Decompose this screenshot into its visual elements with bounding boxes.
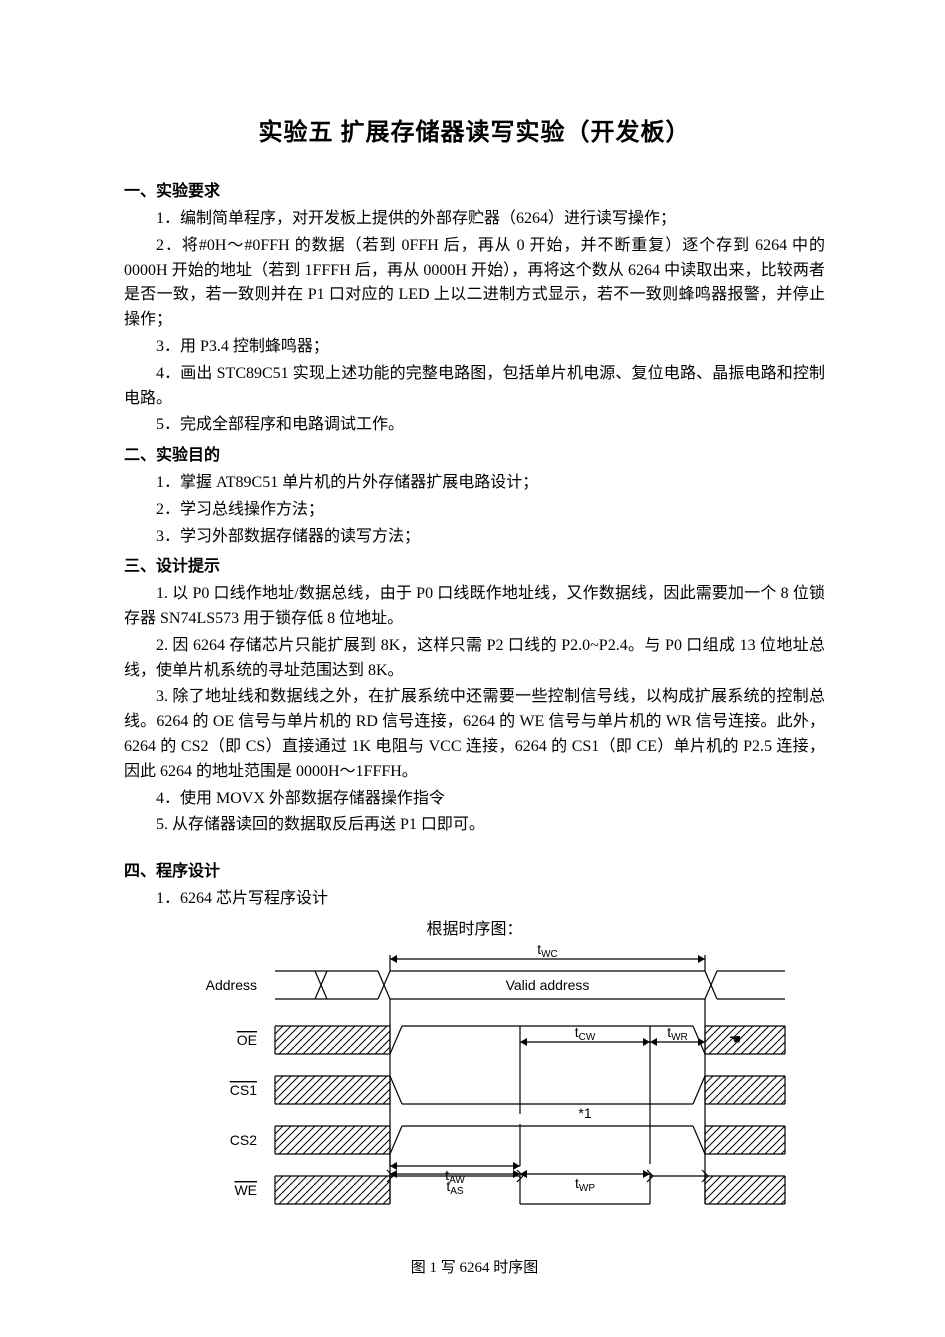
s3-item-5: 5. 从存储器读回的数据取反后再送 P1 口即可。 [124,813,825,838]
s1-item-1: 1．编制简单程序，对开发板上提供的外部存贮器（6264）进行读写操作； [124,207,825,232]
svg-text:Valid address: Valid address [505,977,589,993]
s1-item-2: 2．将#0H～#0FFH 的数据（若到 0FFH 后，再从 0 开始，并不断重复… [124,234,825,333]
document-title: 实验五 扩展存储器读写实验（开发板） [124,115,825,152]
svg-text:*1: *1 [578,1105,591,1121]
s1-item-5: 5．完成全部程序和电路调试工作。 [124,413,825,438]
s2-item-3: 3．学习外部数据存储器的读写方法； [124,525,825,550]
section-3-head: 三、设计提示 [124,555,825,580]
svg-text:tCW: tCW [574,1024,595,1043]
svg-text:tWP: tWP [575,1175,595,1194]
s4-item-1: 1．6264 芯片写程序设计 [124,887,825,912]
svg-text:tWC: tWC [537,945,558,960]
s3-item-4: 4．使用 MOVX 外部数据存储器操作指令 [124,787,825,812]
svg-text:Address: Address [205,977,256,993]
figure-caption: 图 1 写 6264 时序图 [124,1257,825,1280]
timing-diagram: Address OE CS1 CS2 WE Valid address tWC tCW tWR ☚… [125,945,825,1245]
section-1-head: 一、实验要求 [124,180,825,205]
svg-text:☚: ☚ [728,1031,741,1047]
timing-diagram-wrap: Address OE CS1 CS2 WE Valid address tWC tCW tWR ☚… [124,945,825,1254]
svg-text:CS1: CS1 [229,1082,256,1098]
svg-text:CS2: CS2 [229,1132,256,1148]
s3-item-2: 2. 因 6264 存储芯片只能扩展到 8K，这样只需 P2 口线的 P2.0~… [124,634,825,684]
s2-item-1: 1．掌握 AT89C51 单片机的片外存储器扩展电路设计； [124,471,825,496]
section-2-head: 二、实验目的 [124,444,825,469]
s3-item-3: 3. 除了地址线和数据线之外，在扩展系统中还需要一些控制信号线，以构成扩展系统的… [124,685,825,784]
svg-text:WE: WE [234,1182,257,1198]
blank-line [124,840,825,854]
svg-text:OE: OE [236,1032,256,1048]
section-4-head: 四、程序设计 [124,860,825,885]
s1-item-3: 3．用 P3.4 控制蜂鸣器； [124,335,825,360]
document-page: 实验五 扩展存储器读写实验（开发板） 一、实验要求 1．编制简单程序，对开发板上… [0,0,945,1337]
s3-item-1: 1. 以 P0 口线作地址/数据总线，由于 P0 口线既作地址线，又作数据线，因… [124,582,825,632]
s2-item-2: 2．学习总线操作方法； [124,498,825,523]
s4-subcaption: 根据时序图： [124,918,825,943]
s1-item-4: 4．画出 STC89C51 实现上述功能的完整电路图，包括单片机电源、复位电路、… [124,362,825,412]
svg-text:tWR: tWR [667,1024,688,1043]
